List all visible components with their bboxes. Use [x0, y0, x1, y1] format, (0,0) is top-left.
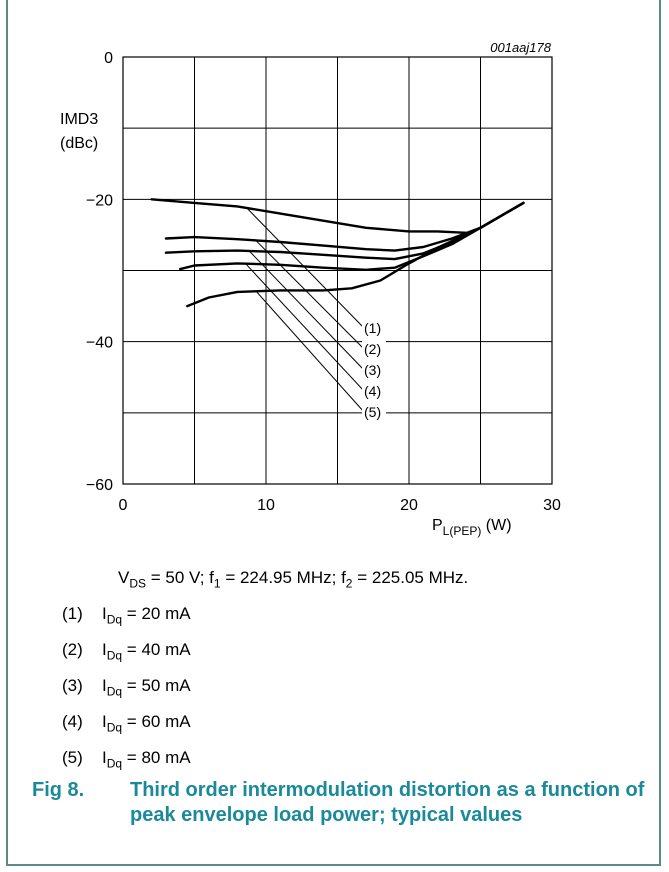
series-label-bg [362, 318, 386, 337]
series-line-1 [150, 198, 468, 234]
figure-number: Fig 8. [32, 779, 85, 801]
y-axis-unit: (dBc) [60, 135, 98, 152]
y-tick-label: −40 [86, 335, 113, 352]
x-tick-label: 0 [119, 497, 128, 514]
plot-area [122, 56, 553, 485]
y-tick-label: 0 [104, 50, 113, 67]
figure-id: 001aaj178 [490, 40, 551, 55]
x-tick-label: 30 [543, 497, 561, 514]
series-label-bg [362, 339, 386, 358]
series-line-4 [179, 201, 525, 271]
series-label-3: (3) [364, 362, 381, 378]
series-label-4: (4) [364, 383, 381, 399]
y-tick-label: −20 [86, 192, 113, 209]
series-label-1: (1) [364, 320, 381, 336]
legend-item-3: (3) IDq = 50 mA [62, 676, 191, 699]
figure-title: Third order intermodulation distortion a… [130, 779, 645, 826]
x-tick-label: 20 [400, 497, 418, 514]
series-line-5 [186, 201, 525, 308]
test-conditions: VDS = 50 V; f1 = 224.95 MHz; f2 = 225.05… [118, 568, 469, 591]
series-label-2: (2) [364, 341, 381, 357]
series-label-bg [362, 402, 386, 421]
legend-item-1: (1) IDq = 20 mA [62, 604, 191, 627]
legend-item-2: (2) IDq = 40 mA [62, 640, 191, 663]
imd3-chart: 0 −20 −40 −60 0 10 20 30 IMD3 (dBc) PL(PEP) (W) 001… [60, 40, 561, 538]
y-axis-label: IMD3 [60, 111, 98, 128]
y-tick-label: −60 [86, 477, 113, 494]
x-tick-label: 10 [257, 497, 275, 514]
leader-line [255, 290, 365, 413]
leader-line [248, 250, 365, 371]
series-label-bg [362, 381, 386, 400]
series-label-bg [362, 360, 386, 379]
legend-item-4: (4) IDq = 60 mA [62, 712, 191, 735]
series-label-5: (5) [364, 404, 381, 420]
series-line-2 [164, 201, 525, 252]
leader-line [254, 238, 365, 350]
legend-item-5: (5) IDq = 80 mA [62, 748, 191, 771]
x-axis-label: PL(PEP) (W) [432, 517, 512, 538]
figure-frame [6, 0, 661, 866]
leader-line [245, 263, 365, 392]
